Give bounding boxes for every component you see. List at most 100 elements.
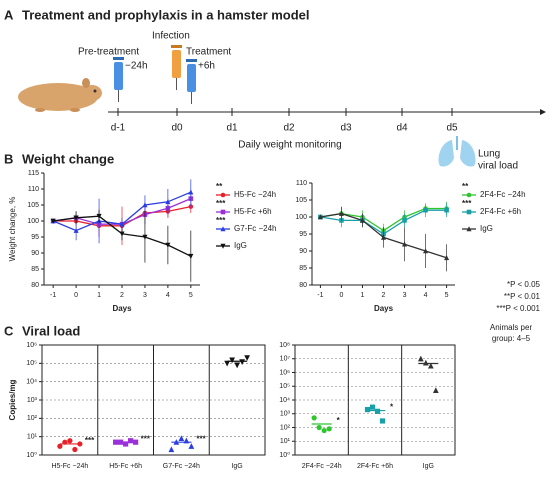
marker (119, 231, 125, 237)
x-tick-label: 0 (74, 292, 78, 299)
legend-marker (220, 243, 226, 249)
y-axis-label: Weight change, % (8, 197, 17, 262)
treatment-label: Treatment (186, 47, 231, 58)
x-tick-label: 3 (403, 292, 407, 299)
y-tick-label: 10² (27, 415, 38, 422)
marker (128, 438, 134, 444)
y-tick-label: 10² (280, 424, 291, 431)
legend-marker (220, 192, 226, 198)
significance: * (390, 403, 394, 412)
x-tick-label: 5 (445, 292, 449, 299)
y-tick-label: 10⁶ (279, 369, 290, 376)
animals-note: Animals per group: 4–5 (489, 323, 533, 343)
marker (338, 210, 344, 216)
legend-marker (466, 192, 472, 198)
y-tick-label: 85 (31, 266, 39, 273)
y-tick-label: 10⁵ (26, 360, 37, 367)
y-tick-label: 110 (28, 186, 39, 193)
marker (142, 234, 148, 240)
timeline-label: d2 (283, 123, 295, 134)
y-tick-label: 10⁴ (26, 379, 37, 386)
legend-significance: *** (462, 199, 472, 208)
panel-title: Treatment and prophylaxis in a hamster m… (22, 7, 310, 22)
x-tick-label: 2 (120, 292, 124, 299)
timeline-ticks: d-1 d0 d1 d2 d3 d4 d5 (111, 108, 458, 134)
x-tick-label: H5-Fc +6h (109, 463, 142, 470)
p-value-note: ***P < 0.001 (496, 304, 540, 313)
timeline-caption: Daily weight monitoring (238, 140, 341, 151)
timeline-label: d-1 (111, 123, 126, 134)
x-tick-label: 1 (97, 292, 101, 299)
y-tick-label: 10⁵ (279, 383, 290, 390)
legend-significance: *** (216, 216, 226, 225)
x-tick-label: IgG (423, 463, 434, 470)
marker (379, 418, 386, 424)
legend-significance: ** (216, 182, 223, 191)
marker (417, 355, 424, 362)
legend-significance: *** (216, 199, 226, 208)
legend-label: IgG (234, 241, 247, 250)
y-tick-label: 90 (31, 250, 39, 257)
legend-label: G7-Fc −24h (234, 224, 276, 233)
marker (168, 446, 175, 453)
legend-label: IgG (480, 224, 493, 233)
panel-label: B (4, 151, 13, 166)
pretreatment-label: Pre-treatment (78, 47, 139, 58)
marker (369, 404, 376, 410)
marker (326, 426, 332, 432)
y-tick-label: 10³ (27, 397, 38, 404)
y-tick-label: 10³ (280, 411, 291, 418)
treatment-time: +6h (198, 61, 215, 72)
y-tick-label: 80 (299, 282, 307, 289)
marker (239, 359, 245, 366)
endpoint-label: viral load (478, 161, 518, 172)
animals-note-box: Animals per group: 4–5 (489, 323, 533, 343)
panel-label: A (4, 7, 14, 22)
timeline-label: d4 (396, 123, 408, 134)
y-tick-label: 100 (27, 218, 39, 225)
marker (401, 241, 408, 247)
legend-label: 2F4-Fc +6h (480, 207, 521, 216)
legend-marker (466, 209, 472, 215)
y-tick-label: 95 (299, 231, 307, 238)
marker (317, 214, 323, 220)
p-value-note: **P < 0.01 (504, 292, 541, 301)
y-tick-label: 100 (295, 214, 307, 221)
y-tick-label: 10⁴ (279, 397, 290, 404)
marker (444, 207, 449, 213)
x-tick-label: 0 (339, 292, 343, 299)
legend-label: H5-Fc −24h (234, 190, 276, 199)
y-tick-label: 10⁶ (26, 342, 37, 349)
x-tick-label: 4 (424, 292, 428, 299)
timeline (108, 109, 546, 115)
hamster (18, 78, 102, 112)
marker (113, 439, 119, 445)
x-tick-label: 2F4-Fc +6h (357, 463, 393, 470)
x-tick-label: 2 (382, 292, 386, 299)
significance: *** (196, 434, 206, 443)
lungs (438, 136, 476, 167)
marker (188, 443, 195, 449)
marker (364, 407, 371, 413)
panel-label: C (4, 323, 14, 338)
infection-label: Infection (152, 31, 190, 42)
y-tick-label: 10⁰ (26, 451, 37, 459)
x-axis-label: Days (112, 304, 132, 313)
marker (173, 439, 180, 445)
syringe-pretreatment (113, 57, 124, 102)
marker (422, 359, 429, 366)
y-tick-label: 105 (27, 202, 39, 209)
marker (183, 437, 190, 444)
marker (165, 199, 171, 205)
y-tick-label: 105 (295, 197, 307, 204)
marker (311, 415, 317, 421)
marker (188, 253, 194, 259)
marker (77, 441, 83, 447)
significance: * (337, 416, 341, 425)
timeline-label: d0 (171, 123, 183, 134)
marker (229, 357, 235, 364)
timeline-label: d1 (226, 123, 238, 134)
marker (188, 189, 194, 195)
marker (165, 242, 171, 248)
